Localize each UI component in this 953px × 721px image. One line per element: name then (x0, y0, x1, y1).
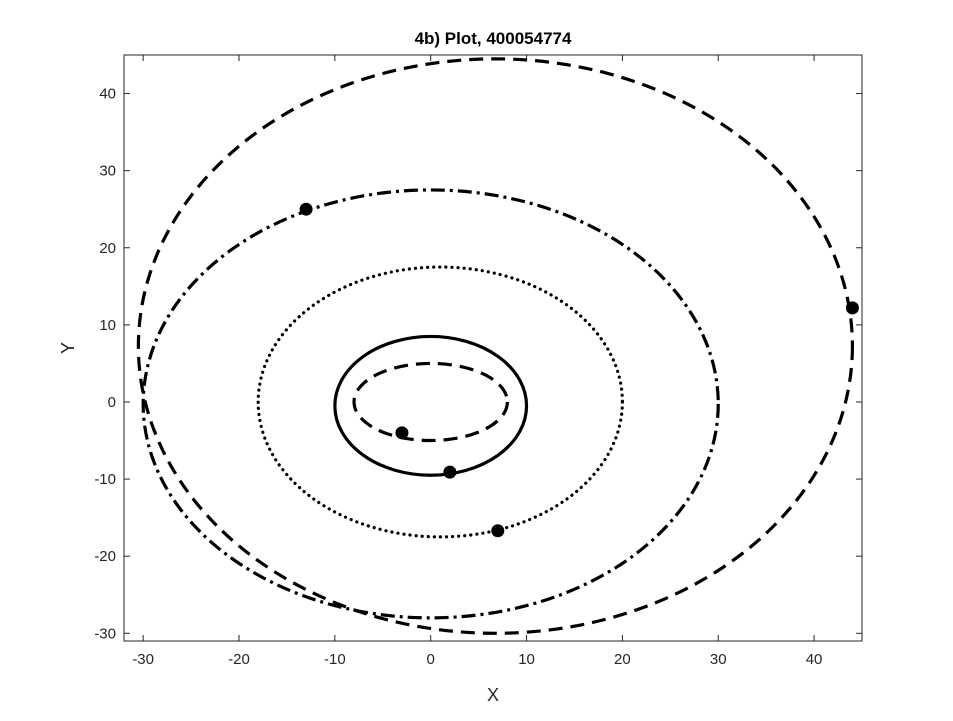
y-tick-label: 20 (99, 240, 116, 257)
orbit-series-4 (141, 188, 720, 620)
x-tick-label: 0 (427, 651, 435, 668)
x-tick-label: 10 (518, 651, 535, 668)
y-tick-label: 40 (99, 86, 116, 103)
x-tick-label: 40 (806, 651, 823, 668)
orbit-marker-2 (443, 465, 457, 479)
orbit-marker-5 (845, 301, 859, 315)
plot-frame (123, 54, 863, 642)
y-tick-label: -20 (94, 548, 116, 565)
y-tick-label: -10 (94, 471, 116, 488)
orbit-series-5 (136, 57, 855, 635)
x-tick-label: 20 (614, 651, 631, 668)
x-tick-label: -30 (132, 651, 154, 668)
y-tick-label: 0 (108, 394, 116, 411)
chart-title: 4b) Plot, 400054774 (415, 29, 572, 48)
orbit-series-3 (256, 265, 624, 539)
y-axis-label: Y (58, 342, 78, 354)
y-tick-label: 10 (99, 317, 116, 334)
orbit-series-1 (352, 361, 509, 443)
x-tick-label: -20 (228, 651, 250, 668)
orbit-marker-4 (299, 202, 313, 216)
x-tick-label: 30 (710, 651, 727, 668)
plot-area (123, 54, 863, 642)
y-tick-label: 30 (99, 163, 116, 180)
x-tick-label: -10 (324, 651, 346, 668)
orbit-series-2 (333, 334, 529, 477)
orbit-marker-1 (395, 426, 409, 440)
axis-ticks: -30 -20 -10 0 10 20 30 40 -30 -20 -10 0 10 20 30 40 (94, 55, 862, 668)
x-axis-label: X (487, 685, 499, 705)
y-tick-label: -30 (94, 625, 116, 642)
orbit-marker-3 (491, 524, 505, 538)
